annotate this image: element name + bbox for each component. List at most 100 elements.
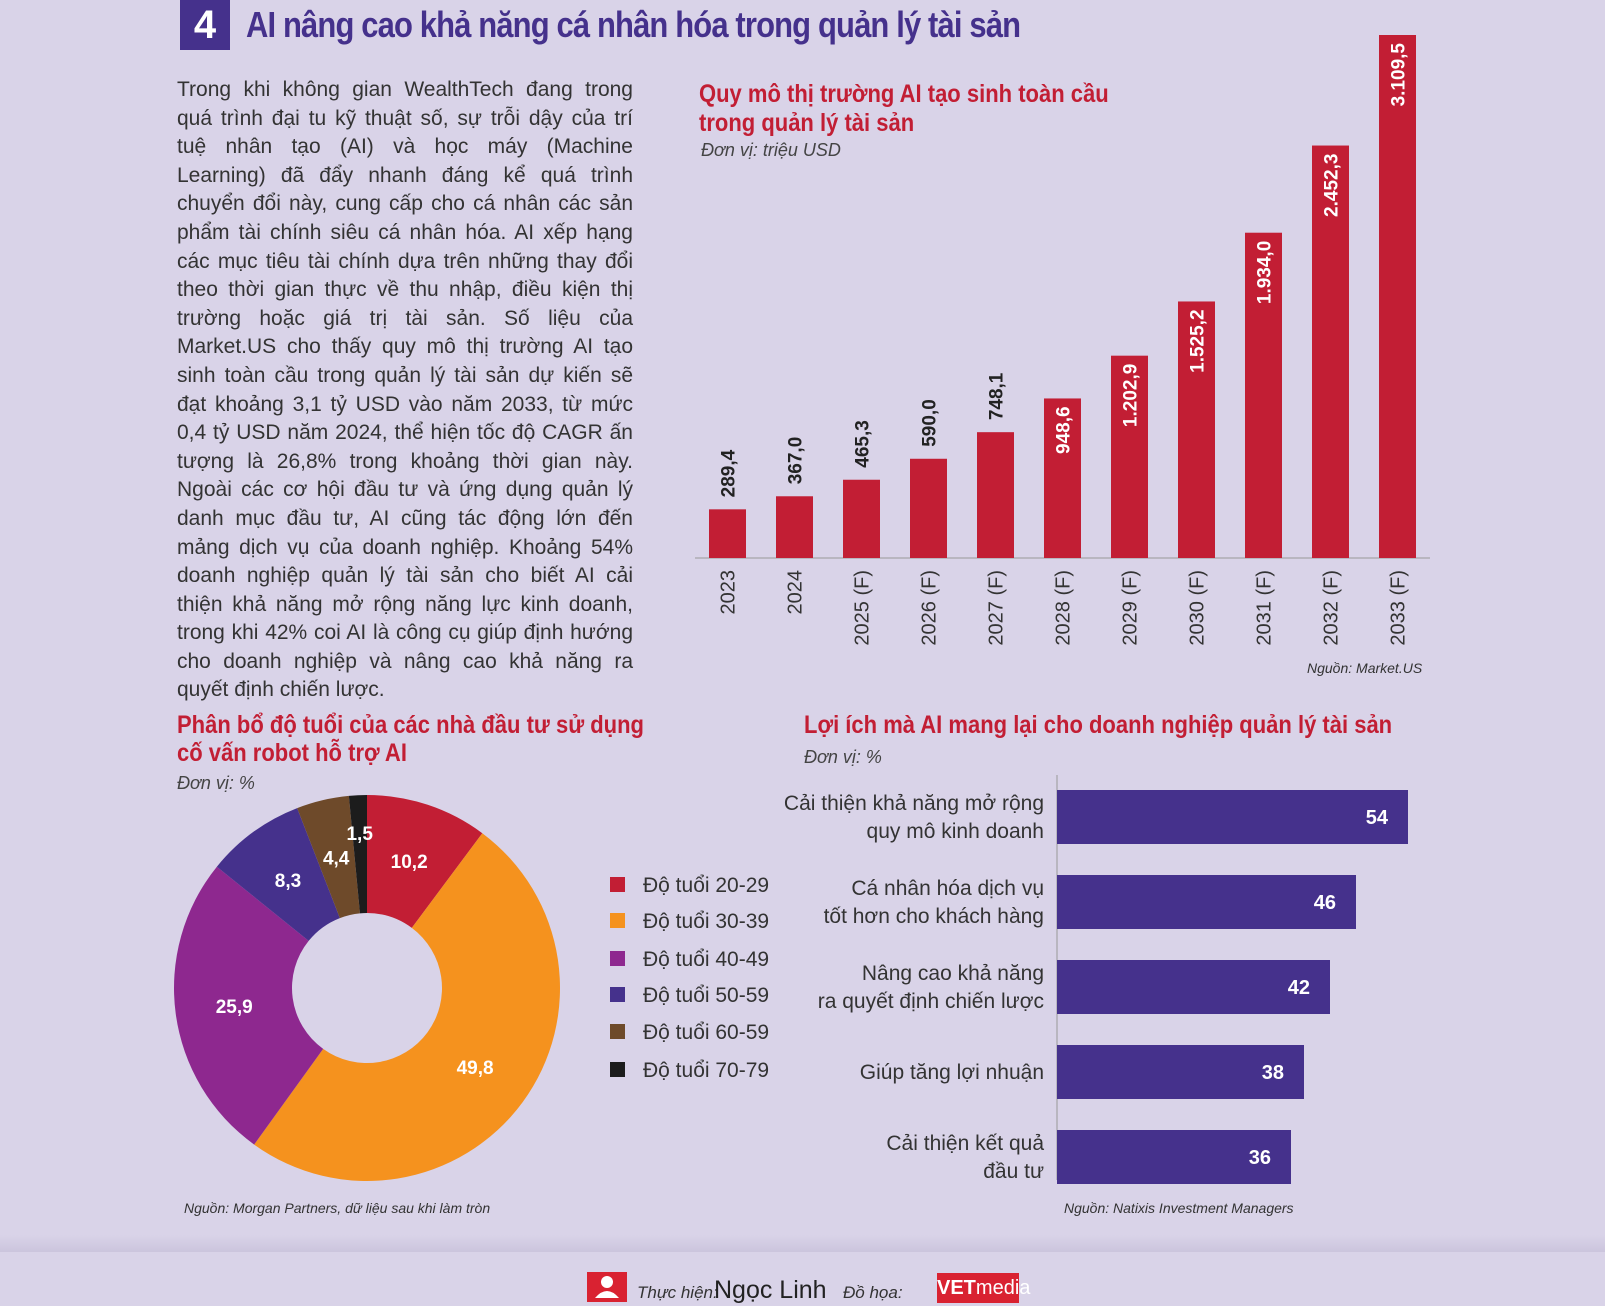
bar bbox=[1111, 355, 1148, 558]
legend-label: Độ tuổi 70-79 bbox=[643, 1059, 770, 1082]
legend-swatch bbox=[610, 876, 625, 892]
footer-divider bbox=[0, 1235, 1605, 1255]
hbar-category-label: đầu tư bbox=[983, 1160, 1044, 1183]
made-by-label: Thực hiện: bbox=[637, 1283, 718, 1302]
x-tick-label: 2026 (F) bbox=[919, 570, 941, 646]
x-tick-label: 2028 (F) bbox=[1053, 570, 1075, 646]
x-tick-label: 2030 (F) bbox=[1187, 570, 1209, 646]
bar-value-label: 1.525,2 bbox=[1188, 309, 1209, 372]
bar bbox=[1379, 35, 1416, 558]
x-tick-label: 2031 (F) bbox=[1254, 570, 1276, 646]
x-tick-label: 2023 bbox=[718, 570, 740, 615]
bar bbox=[1245, 232, 1282, 558]
legend-label: Độ tuổi 60-59 bbox=[643, 1021, 770, 1044]
benefit-horizontal-bar-chart: 54 Cải thiện khả năng mở rộng quy mô kinh … bbox=[784, 775, 1408, 1184]
slice-value-label: 4,4 bbox=[323, 849, 350, 870]
slice-value-label: 49,8 bbox=[457, 1058, 494, 1079]
legend-swatch bbox=[610, 912, 625, 928]
vetmedia-logo: VETmedia bbox=[937, 1273, 1030, 1303]
benefit-chart-title: Lợi ích mà AI mang lại cho doanh nghiệp … bbox=[804, 711, 1393, 739]
hbar bbox=[1057, 960, 1330, 1014]
slice-value-label: 25,9 bbox=[216, 997, 253, 1018]
hbar bbox=[1057, 875, 1356, 929]
hbar-value-label: 38 bbox=[1262, 1062, 1284, 1084]
x-tick-label: 2029 (F) bbox=[1120, 570, 1142, 646]
age-chart-unit: Đơn vị: % bbox=[177, 773, 255, 793]
hbar-category-label: Giúp tăng lợi nhuận bbox=[860, 1061, 1044, 1084]
age-chart-title-line1: Phân bổ độ tuổi của các nhà đầu tư sử dụ… bbox=[177, 711, 645, 739]
market-chart-unit: Đơn vị: triệu USD bbox=[701, 140, 841, 160]
author-name: Ngọc Linh bbox=[714, 1276, 827, 1304]
legend-label: Độ tuổi 50-59 bbox=[643, 984, 770, 1007]
legend-item: Độ tuổi 40-49 bbox=[610, 946, 769, 974]
bar-value-label: 948,6 bbox=[1054, 406, 1075, 454]
bar-value-label: 748,1 bbox=[987, 372, 1008, 420]
legend-swatch bbox=[610, 986, 625, 1002]
slice-value-label: 8,3 bbox=[275, 871, 301, 892]
bar-value-label: 3.109,5 bbox=[1389, 43, 1410, 107]
bar bbox=[1178, 301, 1215, 558]
donut-slice bbox=[254, 833, 561, 1182]
hbar-category-label: Cải thiện khả năng mở rộng bbox=[784, 792, 1044, 815]
slice-value-label: 10,2 bbox=[391, 852, 428, 873]
donut-slice bbox=[216, 808, 340, 941]
legend-item: Độ tuổi 30-39 bbox=[610, 908, 769, 936]
hbar-value-label: 42 bbox=[1288, 977, 1310, 999]
donut-slice bbox=[297, 795, 360, 919]
hbar-category-label: Cải thiện kết quả bbox=[886, 1132, 1044, 1155]
legend-label: Độ tuổi 40-49 bbox=[643, 948, 770, 971]
legend-item: Độ tuổi 20-29 bbox=[610, 872, 769, 900]
legend-item: Độ tuổi 70-79 bbox=[610, 1057, 769, 1085]
age-chart-source: Nguồn: Morgan Partners, dữ liệu sau khi … bbox=[184, 1200, 491, 1216]
footer bbox=[0, 1252, 1605, 1306]
hbar-category-label: ra quyết định chiến lược bbox=[818, 990, 1044, 1013]
hbar-category-label: quy mô kinh doanh bbox=[867, 820, 1044, 843]
bar bbox=[1312, 145, 1349, 558]
market-size-bar-chart: 289,4 2023 367,0 2024 465,3 2025 (F) 590,0 2026… bbox=[695, 35, 1430, 646]
hbar-category-label: tốt hơn cho khách hàng bbox=[824, 905, 1044, 928]
legend-swatch bbox=[610, 1023, 625, 1039]
graphics-label: Đồ họa: bbox=[843, 1283, 903, 1302]
market-chart-title-line1: Quy mô thị trường AI tạo sinh toàn cầu bbox=[699, 80, 1109, 108]
hbar bbox=[1057, 790, 1408, 844]
benefit-chart-source: Nguồn: Natixis Investment Managers bbox=[1064, 1200, 1294, 1216]
x-tick-label: 2027 (F) bbox=[986, 570, 1008, 646]
age-chart-title-line2: cố vấn robot hỗ trợ AI bbox=[177, 739, 407, 767]
legend-item: Độ tuổi 50-59 bbox=[610, 982, 769, 1010]
slice-value-label: 1,5 bbox=[346, 824, 373, 845]
hbar bbox=[1057, 1045, 1304, 1099]
legend-swatch bbox=[610, 950, 625, 966]
market-chart-title-line2: trong quản lý tài sản bbox=[699, 109, 915, 137]
legend-label: Độ tuổi 20-29 bbox=[643, 874, 770, 897]
article-paragraph: Trong khi không gian WealthTech đang tro… bbox=[177, 78, 633, 702]
x-tick-label: 2024 bbox=[785, 570, 807, 615]
hbar-value-label: 54 bbox=[1366, 807, 1389, 829]
bar-value-label: 465,3 bbox=[853, 420, 874, 468]
logo-bold-text: VET bbox=[937, 1277, 976, 1299]
x-tick-label: 2032 (F) bbox=[1321, 570, 1343, 646]
section-number-badge: 4 bbox=[180, 0, 230, 50]
bar-value-label: 1.934,0 bbox=[1255, 241, 1276, 304]
bar-value-label: 2.452,3 bbox=[1322, 154, 1343, 217]
bar-value-label: 590,0 bbox=[920, 399, 941, 447]
hbar-category-label: Cá nhân hóa dịch vụ bbox=[851, 877, 1044, 900]
bar-value-label: 367,0 bbox=[786, 437, 807, 485]
bar bbox=[910, 458, 947, 558]
hbar-value-label: 36 bbox=[1249, 1147, 1271, 1169]
age-distribution-donut-chart: 10,2 49,8 25,9 8,3 4,4 1,5 bbox=[173, 795, 561, 1182]
legend-item: Độ tuổi 60-59 bbox=[610, 1019, 769, 1047]
donut-slice bbox=[348, 795, 367, 914]
bar bbox=[977, 432, 1014, 558]
donut-slice bbox=[367, 795, 483, 928]
market-chart-source: Nguồn: Market.US bbox=[1307, 660, 1423, 676]
hbar-value-label: 46 bbox=[1314, 892, 1336, 914]
bar bbox=[709, 509, 746, 558]
bar-value-label: 1.202,9 bbox=[1121, 364, 1142, 427]
hbar bbox=[1057, 1130, 1291, 1184]
bar bbox=[843, 479, 880, 558]
legend-swatch bbox=[610, 1061, 625, 1077]
legend-label: Độ tuổi 30-39 bbox=[643, 910, 770, 933]
bar bbox=[1044, 398, 1081, 558]
page-title: AI nâng cao khả năng cá nhân hóa trong q… bbox=[246, 4, 1021, 45]
x-tick-label: 2033 (F) bbox=[1388, 570, 1410, 646]
